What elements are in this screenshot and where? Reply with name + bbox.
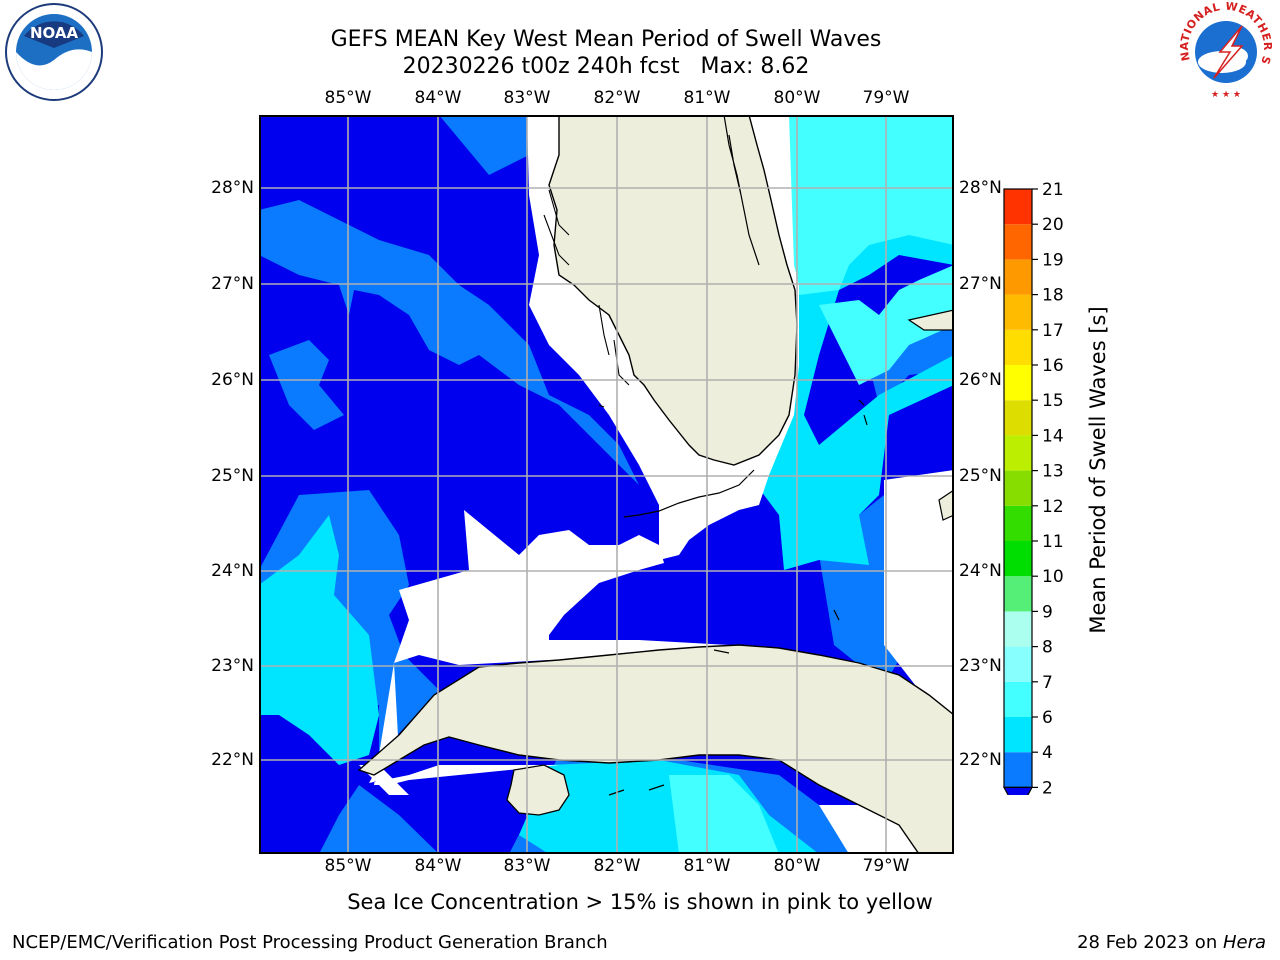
colorbar-tick-label: 4 (1042, 743, 1053, 763)
colorbar-tick-label: 7 (1042, 673, 1053, 693)
footer-machine: Hera (1222, 932, 1266, 953)
cuba-landmass (357, 644, 954, 854)
sea-ice-note: Sea Ice Concentration > 15% is shown in … (347, 890, 933, 914)
colorbar-tick-label: 6 (1042, 708, 1053, 728)
colorbar-segment (1004, 435, 1032, 471)
lat-label-left: 27°N (211, 274, 254, 294)
lon-label-bottom: 84°W (414, 856, 462, 876)
colorbar-segment (1004, 576, 1032, 612)
lon-label-bottom: 85°W (324, 856, 372, 876)
lon-label-top: 81°W (683, 88, 731, 108)
lon-label-top: 84°W (414, 88, 462, 108)
colorbar-segment (1004, 224, 1032, 260)
florida-keys (623, 469, 755, 518)
lat-label-right: 28°N (959, 178, 1002, 198)
lon-label-top: 83°W (503, 88, 551, 108)
footer-date-text: 28 Feb 2023 on (1077, 932, 1223, 953)
lat-label-right: 26°N (959, 370, 1002, 390)
lat-label-right: 23°N (959, 656, 1002, 676)
map-border (259, 115, 954, 854)
colorbar-tick-label: 10 (1042, 567, 1064, 587)
colorbar-segment (1004, 752, 1032, 788)
lon-label-top: 85°W (324, 88, 372, 108)
colorbar-tick-label: 16 (1042, 356, 1064, 376)
lat-label-right: 25°N (959, 466, 1002, 486)
lon-label-top: 82°W (593, 88, 641, 108)
colorbar-tick-label: 9 (1042, 602, 1053, 622)
colorbar-tick-label: 11 (1042, 532, 1064, 552)
lat-label-right: 24°N (959, 561, 1002, 581)
colorbar-segment (1004, 717, 1032, 753)
colorbar-tick-label: 13 (1042, 462, 1064, 482)
colorbar: 2 4 6 7 8 9 10 11 12 13 14 15 16 17 18 19 20 21 (1002, 180, 1064, 795)
lat-label-left: 26°N (211, 370, 254, 390)
colorbar-tick-label: 15 (1042, 391, 1064, 411)
colorbar-segment (1004, 329, 1032, 365)
lat-label-right: 27°N (959, 274, 1002, 294)
colorbar-tick-label: 17 (1042, 321, 1064, 341)
colorbar-tick-label: 2 (1042, 778, 1053, 795)
colorbar-segment (1004, 400, 1032, 436)
chart-subtitle: 20230226 t00z 240h fcst Max: 8.62 (402, 54, 810, 79)
colorbar-tick-label: 12 (1042, 497, 1064, 517)
bahamas-andros (938, 489, 954, 521)
colorbar-segment (1004, 189, 1032, 225)
lat-label-left: 22°N (211, 750, 254, 770)
lat-label-right: 22°N (959, 750, 1002, 770)
noaa-logo-text: NOAA (30, 24, 79, 42)
florida-east-coast-inlets (723, 115, 760, 266)
lat-label-left: 23°N (211, 656, 254, 676)
colorbar-segment (1004, 470, 1032, 506)
colorbar-segment (1004, 681, 1032, 717)
footer-branch: NCEP/EMC/Verification Post Processing Pr… (12, 932, 608, 953)
footer-date: 28 Feb 2023 on Hera (1077, 932, 1266, 953)
lat-label-left: 25°N (211, 466, 254, 486)
lon-label-bottom: 81°W (683, 856, 731, 876)
colorbar-segment (1004, 365, 1032, 401)
colorbar-segment (1004, 294, 1032, 330)
colorbar-label: Mean Period of Swell Waves [s] (1086, 306, 1110, 634)
lon-label-bottom: 82°W (593, 856, 641, 876)
lon-label-top: 79°W (862, 88, 910, 108)
colorbar-outline (1003, 188, 1033, 789)
lat-label-left: 28°N (211, 178, 254, 198)
colorbar-tick-label: 21 (1042, 180, 1064, 200)
colorbar-segment (1004, 259, 1032, 295)
noaa-logo: NOAA (5, 3, 103, 101)
colorbar-segment (1004, 646, 1032, 682)
lon-label-bottom: 80°W (773, 856, 821, 876)
chart-title: GEFS MEAN Key West Mean Period of Swell … (330, 27, 882, 52)
lon-label-bottom: 83°W (503, 856, 551, 876)
lon-label-top: 80°W (773, 88, 821, 108)
graticule (259, 115, 954, 854)
nws-logo: NATIONAL WEATHER SERVICE ★ ★ ★ (1176, 2, 1274, 100)
colorbar-tick-label: 8 (1042, 638, 1053, 658)
colorbar-under-extension (1002, 786, 1034, 795)
colorbar-segment (1004, 611, 1032, 647)
colorbar-tick-label: 20 (1042, 215, 1064, 235)
colorbar-tick-label: 19 (1042, 250, 1064, 270)
colorbar-tick-label: 14 (1042, 426, 1064, 446)
florida-landmass (548, 115, 798, 466)
colorbar-segment (1004, 505, 1032, 541)
lat-label-left: 24°N (211, 561, 254, 581)
florida-west-coast-islands (543, 189, 630, 386)
lon-label-bottom: 79°W (862, 856, 910, 876)
svg-text:★ ★ ★: ★ ★ ★ (1211, 90, 1241, 100)
colorbar-segment (1004, 541, 1032, 577)
bahamas-grand-bahama (907, 309, 954, 331)
colorbar-tick-label: 18 (1042, 286, 1064, 306)
swell-period-map (259, 115, 954, 854)
isla-de-la-juventud (506, 764, 570, 816)
